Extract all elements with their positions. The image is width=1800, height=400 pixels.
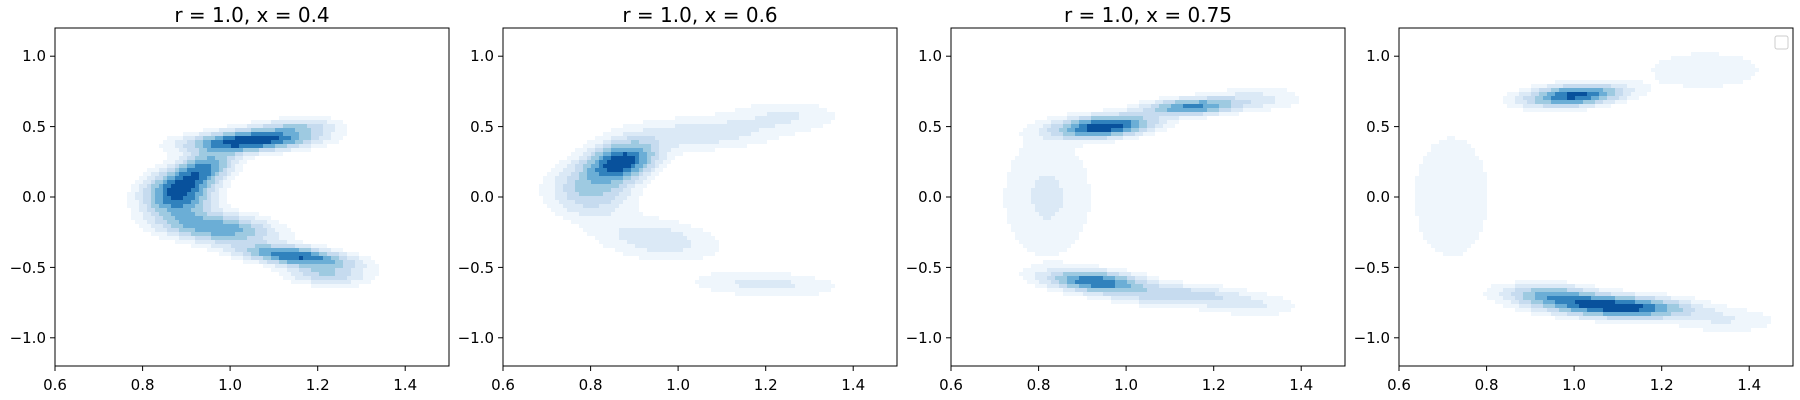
panel-1-ytick-label: 0.5 <box>22 118 46 136</box>
panel-3-xtick-label: 1.0 <box>1114 376 1138 394</box>
density-level-6 <box>595 152 639 176</box>
panel-1-density <box>127 116 379 288</box>
panel-1-ytick-label: 1.0 <box>22 47 46 65</box>
panel-4-ytick-label: 0.0 <box>1366 188 1390 206</box>
panel-3-xtick-label: 1.2 <box>1202 376 1226 394</box>
panel-3-ytick-label: −0.5 <box>906 259 942 277</box>
panel-1-xtick-label: 1.4 <box>393 376 417 394</box>
panel-3-ytick-label: 1.0 <box>918 47 942 65</box>
density-level-2 <box>1031 92 1275 308</box>
density-level-6 <box>1547 92 1655 312</box>
panel-4-ytick-label: 0.5 <box>1366 118 1390 136</box>
density-level-4 <box>575 140 655 196</box>
panel-3: r = 1.0, x = 0.75 0.6 0.8 1.0 1.2 1.4 −1… <box>906 3 1346 394</box>
panel-2-xtick-label: 0.6 <box>491 376 515 394</box>
panel-4-xaxis: 0.6 0.8 1.0 1.2 1.4 <box>1387 366 1761 394</box>
panel-3-title: r = 1.0, x = 0.75 <box>1064 3 1232 27</box>
panel-2-title: r = 1.0, x = 0.6 <box>622 3 777 27</box>
density-level-1 <box>1415 52 1771 332</box>
panel-1-yaxis: −1.0 −0.5 0.0 0.5 1.0 <box>10 47 55 347</box>
panel-1-title: r = 1.0, x = 0.4 <box>174 3 329 27</box>
density-level-1 <box>539 104 835 296</box>
panel-2-xtick-label: 1.4 <box>841 376 865 394</box>
density-level-4 <box>1055 100 1231 292</box>
panel-3-ytick-label: −1.0 <box>906 329 942 347</box>
panel-3-xtick-label: 0.6 <box>939 376 963 394</box>
panel-1-xtick-label: 1.2 <box>306 376 330 394</box>
panel-4-xtick-label: 1.2 <box>1650 376 1674 394</box>
legend-box <box>1774 35 1789 50</box>
panel-1-xaxis: 0.6 0.8 1.0 1.2 1.4 <box>43 366 417 394</box>
density-level-2 <box>555 112 799 288</box>
density-level-7 <box>603 152 635 172</box>
panel-1-xtick-label: 0.8 <box>131 376 155 394</box>
density-level-5 <box>587 148 647 184</box>
panel-2-xtick-label: 1.0 <box>666 376 690 394</box>
panel-4-xtick-label: 1.4 <box>1737 376 1761 394</box>
panel-2-ytick-label: 1.0 <box>470 47 494 65</box>
panel-4: 0.6 0.8 1.0 1.2 1.4 −1.0 −0.5 0.0 0.5 1.… <box>1354 27 1794 394</box>
panel-4-ytick-label: −0.5 <box>1354 259 1390 277</box>
panel-4-ytick-label: 1.0 <box>1366 47 1390 65</box>
panel-1-xtick-label: 0.6 <box>43 376 67 394</box>
panel-4-ytick-label: −1.0 <box>1354 329 1390 347</box>
panel-3-ytick-label: 0.5 <box>918 118 942 136</box>
panel-1-ytick-label: −0.5 <box>10 259 46 277</box>
panel-4-yaxis: −1.0 −0.5 0.0 0.5 1.0 <box>1354 47 1399 347</box>
density-level-2 <box>135 120 367 284</box>
panel-3-xtick-label: 1.4 <box>1289 376 1313 394</box>
panel-3-xaxis: 0.6 0.8 1.0 1.2 1.4 <box>939 366 1313 394</box>
panel-2-density <box>539 104 835 296</box>
panel-2-xaxis: 0.6 0.8 1.0 1.2 1.4 <box>491 366 865 394</box>
density-level-7 <box>1567 92 1643 312</box>
panel-1-ytick-label: 0.0 <box>22 188 46 206</box>
panel-3-density <box>1003 88 1299 316</box>
density-level-5 <box>1535 88 1667 316</box>
panel-1-xtick-label: 1.0 <box>218 376 242 394</box>
panel-2-xtick-label: 1.2 <box>754 376 778 394</box>
panel-2-xtick-label: 0.8 <box>579 376 603 394</box>
density-level-7 <box>1087 124 1123 132</box>
panel-2-ytick-label: −1.0 <box>458 329 494 347</box>
panel-4-xtick-label: 1.0 <box>1562 376 1586 394</box>
panel-4-xtick-label: 0.8 <box>1475 376 1499 394</box>
panel-2-ytick-label: 0.5 <box>470 118 494 136</box>
panel-1-ytick-label: −1.0 <box>10 329 46 347</box>
density-level-5 <box>155 128 335 264</box>
panel-2-yaxis: −1.0 −0.5 0.0 0.5 1.0 <box>458 47 503 347</box>
panel-3-yaxis: −1.0 −0.5 0.0 0.5 1.0 <box>906 47 951 347</box>
panel-3-xtick-label: 0.8 <box>1027 376 1051 394</box>
panel-4-xtick-label: 0.6 <box>1387 376 1411 394</box>
panel-3-ytick-label: 0.0 <box>918 188 942 206</box>
panel-2-ytick-label: −0.5 <box>458 259 494 277</box>
panel-4-density <box>1415 52 1771 332</box>
density-level-1 <box>1003 88 1299 316</box>
panel-2: r = 1.0, x = 0.6 0.6 0.8 1.0 1.2 1.4 −1.… <box>458 3 898 394</box>
panel-2-ytick-label: 0.0 <box>470 188 494 206</box>
panel-1: r = 1.0, x = 0.4 0.6 0.8 1.0 1.2 1.4 −1.… <box>10 3 450 394</box>
density-level-6 <box>163 132 323 260</box>
panel-1-frame <box>54 27 450 367</box>
density-level-1 <box>127 116 379 288</box>
